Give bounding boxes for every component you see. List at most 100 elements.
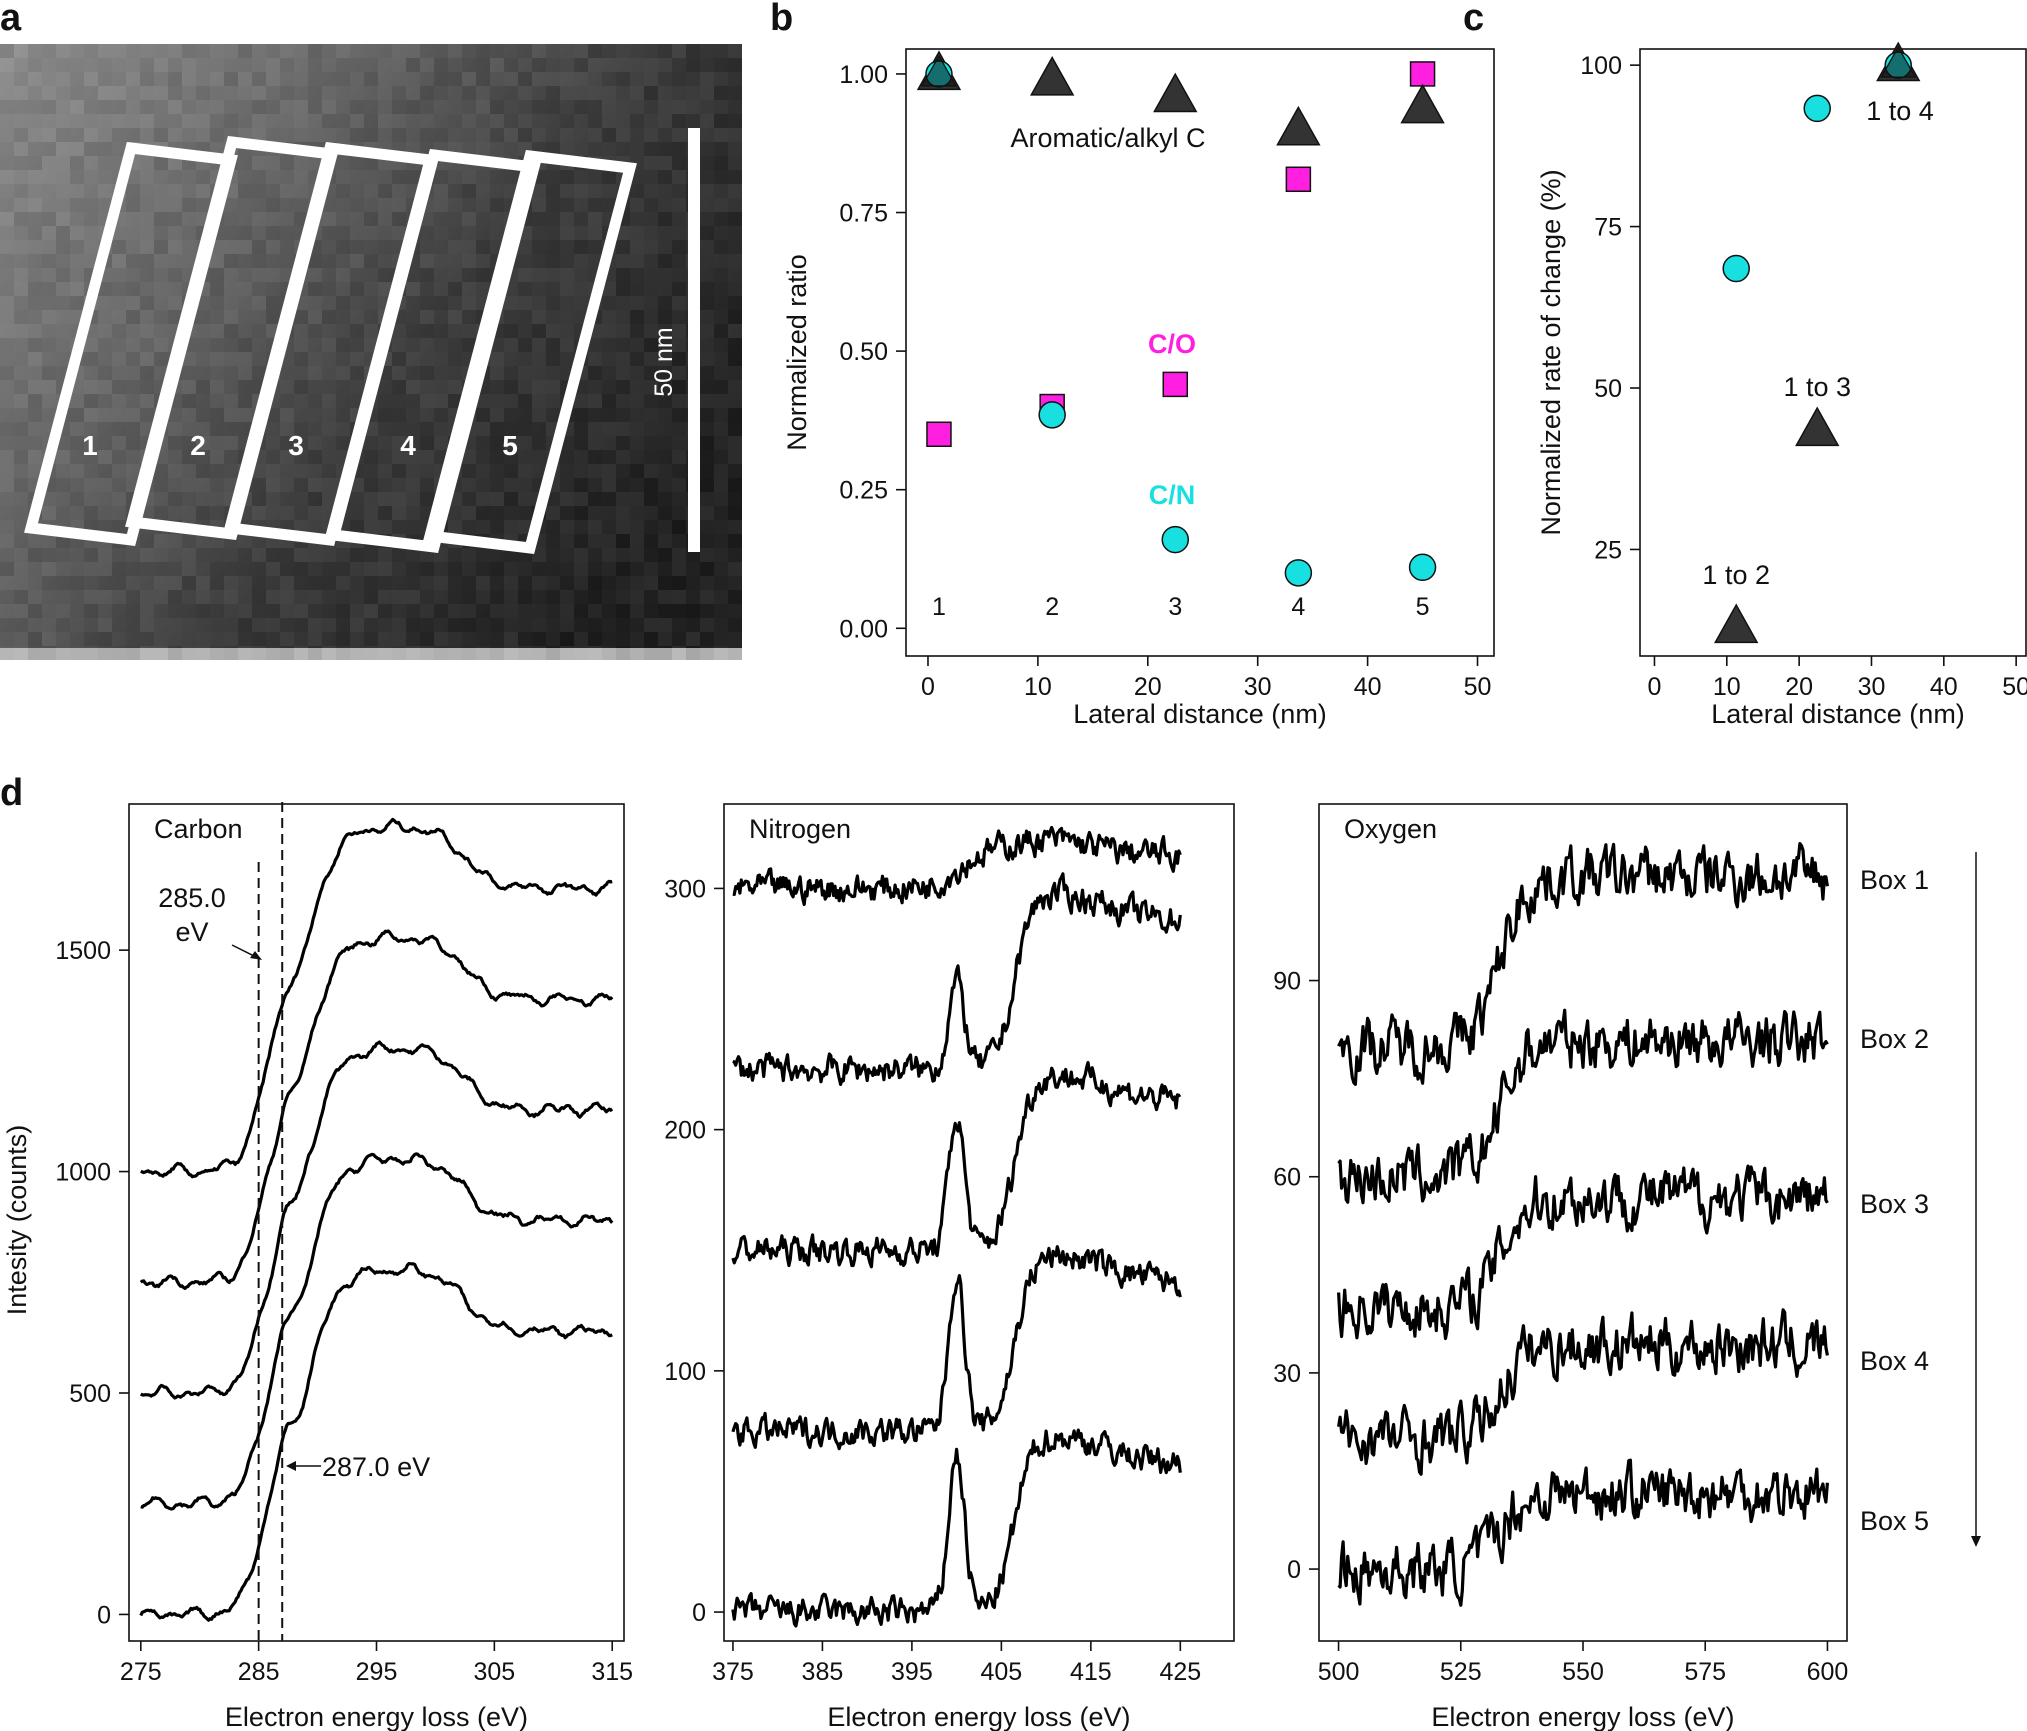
series-label-cn: C/N [1149,480,1196,510]
y-tick-label-c-100: 100 [1580,52,1622,80]
x-tick-label-nitrogen-385: 385 [802,1658,844,1686]
y-tick-label-b-0.50: 0.50 [839,338,888,366]
x-tick-label-carbon-305: 305 [473,1658,515,1686]
spectrum-panel-oxygen: Oxygen 500 525 550 575 600 0 30 60 90 Electron ene… [1273,803,1849,1731]
y-tick-label-carbon-500: 500 [69,1380,111,1408]
point-b-square-5 [1409,61,1436,87]
y-tick-label-nitrogen-0: 0 [692,1599,706,1627]
plot-frame-b [905,48,1495,657]
analysis-box-label-5: 5 [502,430,518,461]
y-tick-label-oxygen-60: 60 [1273,1164,1301,1192]
x-tick-label-c-0: 0 [1648,673,1662,701]
x-tick-label-c-50: 50 [2002,673,2027,701]
series-label-co: C/O [1148,329,1196,359]
x-tick-label-b-40: 40 [1354,673,1382,701]
analysis-box-1 [24,141,238,547]
analysis-box-2 [125,135,339,541]
chart-b: 0 10 20 30 40 50 0.00 0.25 0.50 0.75 1.00 Lateral d… [782,48,1495,729]
x-tick-label-c-30: 30 [1858,673,1886,701]
chart-c: 0 10 20 30 40 50 25 50 75 100 Lateral distance (nm… [1536,41,2027,729]
point-c-triangle-2 [1795,406,1840,447]
spectrum-title-oxygen: Oxygen [1344,814,1437,844]
x-tick-label-nitrogen-405: 405 [981,1658,1023,1686]
spectrum-carbon-box-4 [140,1152,614,1511]
x-tick-label-oxygen-600: 600 [1807,1658,1849,1686]
box-number-b-3: 3 [1168,593,1182,621]
x-axis-label-nitrogen: Electron energy loss (eV) [827,1702,1130,1731]
point-b-circle-4 [1284,559,1313,587]
spectrum-nitrogen-box-4 [731,1245,1182,1451]
point-b-square-3 [1162,371,1189,398]
point-b-triangle-2 [1029,55,1075,96]
x-tick-label-nitrogen-395: 395 [891,1658,933,1686]
x-tick-label-oxygen-500: 500 [1318,1658,1360,1686]
y-tick-label-nitrogen-100: 100 [664,1358,706,1386]
point-b-square-4 [1285,166,1312,193]
spectrum-oxygen-box-2 [1337,1008,1829,1205]
x-tick-label-b-20: 20 [1134,673,1162,701]
box-number-b-1: 1 [932,593,946,621]
spectrum-nitrogen-box-5 [731,1428,1182,1628]
box-label-5: Box 5 [1860,1506,1929,1536]
x-tick-label-carbon-275: 275 [120,1658,162,1686]
y-tick-label-b-0.25: 0.25 [839,477,888,505]
spectrum-carbon-box-5 [139,1262,613,1622]
sem-image [0,44,742,660]
y-tick-label-b-0.75: 0.75 [839,200,888,228]
x-tick-label-b-0: 0 [921,673,935,701]
box-label-4: Box 4 [1860,1346,1929,1376]
spectrum-oxygen-box-4 [1337,1308,1829,1476]
x-tick-label-carbon-295: 295 [356,1658,398,1686]
x-tick-label-nitrogen-415: 415 [1070,1658,1112,1686]
spectrum-panel-carbon: Carbon 275 285 295 305 315 0 500 1000 1500 Electro… [55,803,633,1731]
plot-frame-nitrogen [723,803,1235,1642]
spectrum-nitrogen-box-1 [732,825,1182,907]
spectrum-oxygen-box-3 [1337,1164,1829,1341]
point-c-triangle-1 [1714,603,1759,644]
x-tick-label-carbon-315: 315 [591,1658,633,1686]
box-label-1: Box 1 [1860,865,1929,895]
y-tick-label-carbon-1000: 1000 [55,1159,111,1187]
y-tick-label-c-25: 25 [1594,536,1622,564]
box-number-b-4: 4 [1291,593,1305,621]
y-axis-label-b: Normalized ratio [782,254,812,451]
box-order-arrowhead [1971,1536,1981,1547]
point-c-triangle-overlay [1880,45,1917,78]
y-tick-label-nitrogen-200: 200 [664,1117,706,1145]
point-b-triangle-5 [1400,83,1445,124]
analysis-box-4 [327,148,541,554]
x-tick-label-nitrogen-375: 375 [712,1658,754,1686]
y-tick-label-c-50: 50 [1594,375,1622,403]
point-b-circle-2 [1038,401,1066,429]
x-axis-label-c: Lateral distance (nm) [1711,699,1965,729]
point-b-circle-5 [1408,553,1437,582]
x-tick-label-b-30: 30 [1244,673,1272,701]
annotation-285-value: 285.0 [158,883,226,913]
scale-bar-label: 50 nm [650,327,678,396]
y-axis-label-d: Intesity (counts) [2,1125,32,1316]
spectrum-title-nitrogen: Nitrogen [749,814,851,844]
annotation-285-unit: eV [175,917,208,947]
x-tick-label-oxygen-525: 525 [1440,1658,1482,1686]
x-tick-label-oxygen-575: 575 [1684,1658,1726,1686]
panel-label-b: b [770,0,793,39]
point-b-circle-3 [1161,525,1190,554]
point-b-triangle-overlay-1 [920,54,958,87]
x-axis-label-oxygen: Electron energy loss (eV) [1431,1702,1734,1731]
box-label-2: Box 2 [1860,1024,1929,1054]
y-tick-label-oxygen-0: 0 [1287,1556,1301,1584]
analysis-box-label-2: 2 [190,430,206,461]
point-c-circle-1 [1722,254,1750,283]
annotation-285-arrowhead [250,951,262,960]
spectrum-carbon-box-3 [139,1040,614,1400]
box-number-b-2: 2 [1045,593,1059,621]
x-tick-label-b-50: 50 [1464,673,1492,701]
spectrum-carbon-box-2 [139,929,614,1290]
analysis-boxes: 1 2 3 4 5 [24,135,637,555]
x-tick-label-carbon-285: 285 [238,1658,280,1686]
analysis-box-label-3: 3 [288,430,304,461]
point-c-circle-2 [1803,94,1831,123]
point-b-triangle-3 [1153,72,1198,113]
